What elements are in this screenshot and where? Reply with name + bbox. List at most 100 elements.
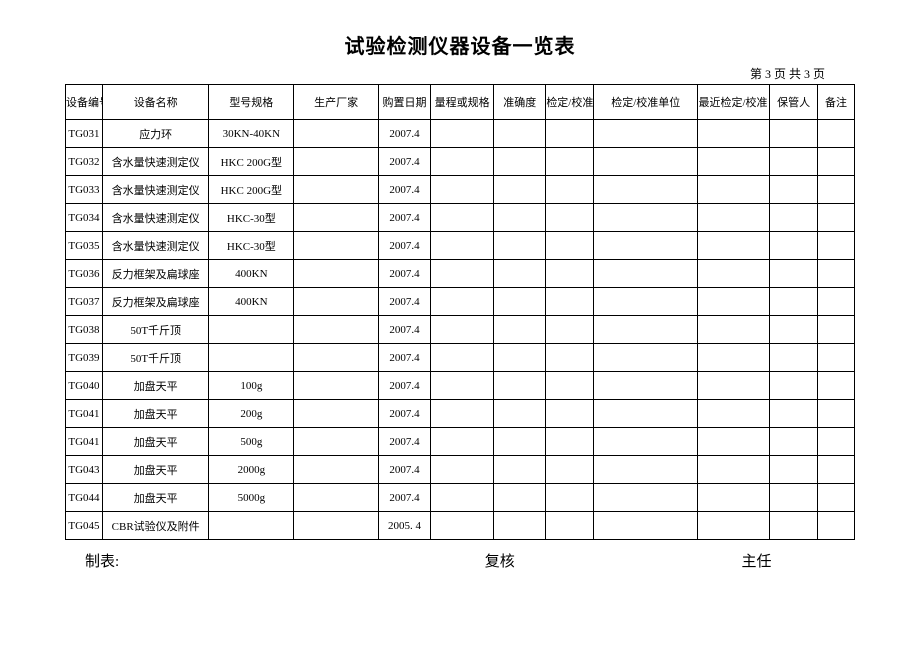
table-row: TG03950T千斤顶2007.4 (66, 344, 855, 372)
table-cell (546, 344, 594, 372)
table-cell (546, 484, 594, 512)
table-cell (698, 372, 770, 400)
table-cell (698, 428, 770, 456)
table-row: TG036反力框架及扁球座400KN2007.4 (66, 260, 855, 288)
table-cell (817, 288, 854, 316)
table-cell: HKC-30型 (209, 204, 294, 232)
table-cell (770, 512, 818, 540)
table-cell (594, 288, 698, 316)
table-cell: TG040 (66, 372, 103, 400)
table-cell (431, 232, 494, 260)
table-cell: 400KN (209, 260, 294, 288)
table-cell (546, 120, 594, 148)
table-cell (770, 344, 818, 372)
col-header: 设备名称 (102, 85, 209, 120)
table-row: TG032含水量快速测定仪HKC 200G型2007.4 (66, 148, 855, 176)
table-cell: CBR试验仪及附件 (102, 512, 209, 540)
table-cell (698, 260, 770, 288)
table-cell: TG043 (66, 456, 103, 484)
table-cell: 2007.4 (378, 204, 430, 232)
table-cell (817, 232, 854, 260)
table-cell: HKC 200G型 (209, 148, 294, 176)
col-header: 生产厂家 (294, 85, 379, 120)
table-cell (431, 120, 494, 148)
table-cell (494, 288, 546, 316)
table-cell: 2007.4 (378, 260, 430, 288)
table-row: TG044加盘天平5000g2007.4 (66, 484, 855, 512)
table-cell (494, 148, 546, 176)
footer-left: 制表: (65, 550, 362, 571)
table-cell (698, 288, 770, 316)
table-cell (294, 512, 379, 540)
table-cell (770, 232, 818, 260)
table-cell (594, 204, 698, 232)
table-cell (594, 512, 698, 540)
table-cell (770, 400, 818, 428)
footer: 制表: 复核 主任 (65, 550, 855, 571)
table-row: TG040加盘天平100g2007.4 (66, 372, 855, 400)
table-cell (431, 316, 494, 344)
table-cell (494, 400, 546, 428)
table-row: TG031应力环30KN-40KN2007.4 (66, 120, 855, 148)
table-cell (594, 400, 698, 428)
table-body: TG031应力环30KN-40KN2007.4TG032含水量快速测定仪HKC … (66, 120, 855, 540)
table-head: 设备编号 设备名称 型号规格 生产厂家 购置日期 量程或规格 准确度 检定/校准… (66, 85, 855, 120)
table-cell: 加盘天平 (102, 428, 209, 456)
table-cell (294, 372, 379, 400)
table-cell (817, 148, 854, 176)
table-cell (294, 260, 379, 288)
table-cell (494, 512, 546, 540)
table-row: TG034含水量快速测定仪HKC-30型2007.4 (66, 204, 855, 232)
table-cell (770, 204, 818, 232)
table-cell (431, 260, 494, 288)
table-cell: 50T千斤顶 (102, 344, 209, 372)
table-cell (546, 204, 594, 232)
table-cell (294, 176, 379, 204)
table-cell: 反力框架及扁球座 (102, 288, 209, 316)
table-cell (546, 148, 594, 176)
table-cell: TG033 (66, 176, 103, 204)
table-cell (294, 428, 379, 456)
table-cell: 2007.4 (378, 344, 430, 372)
table-cell (494, 176, 546, 204)
col-header: 设备编号 (66, 85, 103, 120)
table-cell: 50T千斤顶 (102, 316, 209, 344)
table-cell (817, 344, 854, 372)
header-row: 设备编号 设备名称 型号规格 生产厂家 购置日期 量程或规格 准确度 检定/校准… (66, 85, 855, 120)
table-cell (698, 204, 770, 232)
table-cell (209, 344, 294, 372)
table-cell: 含水量快速测定仪 (102, 204, 209, 232)
table-cell (209, 316, 294, 344)
table-cell (770, 260, 818, 288)
table-cell (698, 316, 770, 344)
table-cell (817, 400, 854, 428)
table-cell: TG032 (66, 148, 103, 176)
table-cell (770, 176, 818, 204)
pager-total: 3 (804, 67, 810, 81)
table-cell (594, 120, 698, 148)
table-cell (431, 288, 494, 316)
table-cell (698, 484, 770, 512)
footer-right: 主任 (638, 550, 875, 571)
table-cell (294, 232, 379, 260)
table-cell: 2007.4 (378, 288, 430, 316)
table-cell (431, 176, 494, 204)
pager: 第 3 页 共 3 页 (65, 65, 855, 82)
table-cell (594, 260, 698, 288)
table-cell (494, 120, 546, 148)
table-cell (546, 428, 594, 456)
table-cell: 加盘天平 (102, 372, 209, 400)
col-header: 准确度 (494, 85, 546, 120)
table-cell (431, 372, 494, 400)
table-cell (546, 372, 594, 400)
table-cell (209, 512, 294, 540)
table-row: TG033含水量快速测定仪HKC 200G型2007.4 (66, 176, 855, 204)
table-cell: 加盘天平 (102, 456, 209, 484)
table-cell (494, 456, 546, 484)
table-cell (494, 204, 546, 232)
table-cell (594, 176, 698, 204)
table-cell (594, 456, 698, 484)
table-cell (594, 372, 698, 400)
table-cell (594, 148, 698, 176)
table-cell (817, 120, 854, 148)
